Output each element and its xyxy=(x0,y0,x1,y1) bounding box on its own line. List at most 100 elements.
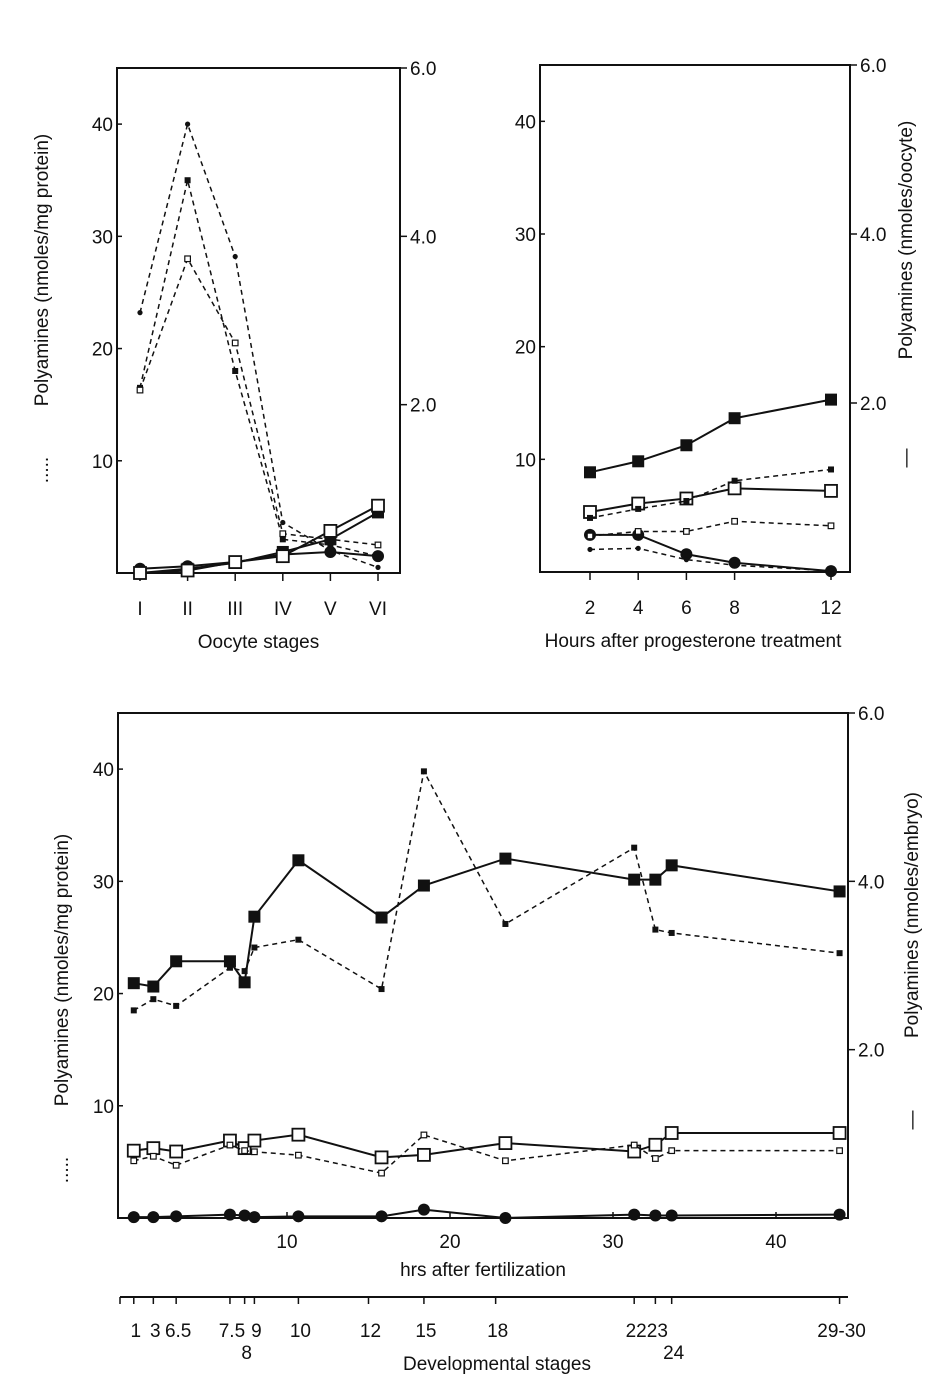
stage-tick-label: 8 xyxy=(241,1343,252,1364)
data-point xyxy=(652,926,659,933)
y-right-tick-label: 2.0 xyxy=(860,394,886,415)
data-point xyxy=(375,1210,388,1223)
y-right-tick-label: 6.0 xyxy=(860,56,886,77)
dotted-line-legend-symbol: ..... xyxy=(52,1157,73,1183)
series-line xyxy=(589,487,832,513)
data-point xyxy=(147,980,160,993)
data-point xyxy=(127,977,140,990)
y-right-tick-label: 4.0 xyxy=(858,872,884,893)
y-left-tick-label: 30 xyxy=(93,872,114,893)
x-tick-label: 12 xyxy=(820,598,841,619)
data-point xyxy=(668,1147,676,1155)
stage-tick-label: 18 xyxy=(487,1321,508,1342)
data-point xyxy=(238,976,251,989)
x-tick-label: 6 xyxy=(681,598,692,619)
y-left-tick-label: 40 xyxy=(515,112,536,133)
data-point xyxy=(375,564,381,570)
series-line xyxy=(139,256,379,546)
data-point xyxy=(828,568,834,574)
y-left-tick-label: 30 xyxy=(515,225,536,246)
data-point xyxy=(137,310,143,316)
data-point xyxy=(251,1148,258,1156)
y-right-tick-label: 4.0 xyxy=(410,227,436,248)
data-point xyxy=(651,1155,659,1162)
data-point xyxy=(824,483,838,498)
data-point xyxy=(280,519,286,526)
stage-tick-label: 10 xyxy=(290,1321,311,1342)
data-point xyxy=(169,1144,184,1159)
data-point xyxy=(499,1212,512,1224)
stage-tick-label: 3 xyxy=(150,1321,161,1342)
data-point xyxy=(631,844,638,851)
data-point xyxy=(635,545,641,551)
data-point xyxy=(232,253,238,260)
chart-panel-3: 10 20 30 40 2.0 4.0 6.0 10 20 30 40 hrs after ferti… xyxy=(52,704,923,1375)
data-point xyxy=(295,936,302,943)
series-line xyxy=(139,121,379,569)
data-point xyxy=(417,879,430,892)
x-tick-label: IV xyxy=(274,599,292,620)
data-point xyxy=(665,859,678,872)
dotted-line-legend-symbol: ..... xyxy=(32,457,53,483)
data-point xyxy=(231,339,239,347)
stage-tick-label: 12 xyxy=(360,1321,381,1342)
x-tick-label: 8 xyxy=(729,598,740,619)
x-tick-label: 10 xyxy=(276,1232,297,1253)
data-point xyxy=(731,517,738,525)
x-tick-label: 2 xyxy=(585,598,596,619)
data-point xyxy=(680,439,693,452)
data-point xyxy=(130,1007,137,1014)
data-point xyxy=(683,557,690,563)
data-point xyxy=(836,1147,843,1155)
solid-line-legend-symbol: — xyxy=(902,1111,923,1130)
data-point xyxy=(223,1208,236,1221)
data-point xyxy=(635,505,642,512)
data-point xyxy=(173,1002,180,1009)
data-point xyxy=(372,550,384,563)
data-point xyxy=(378,1169,385,1177)
data-point xyxy=(149,1152,157,1160)
series-line xyxy=(133,1134,840,1174)
data-point xyxy=(248,910,261,923)
data-point xyxy=(241,1147,249,1155)
y-right-axis-label: Polyamines (nmoles/oocyte) xyxy=(896,121,917,360)
data-point xyxy=(825,393,837,406)
x-tick-label: VI xyxy=(369,599,387,620)
data-point xyxy=(649,873,662,886)
data-point xyxy=(731,477,738,484)
data-point xyxy=(172,1161,180,1169)
data-point xyxy=(184,255,192,263)
data-point xyxy=(226,1141,234,1149)
data-point xyxy=(665,1209,678,1222)
y-right-tick-label: 2.0 xyxy=(410,396,436,417)
series-large-open-square-solid xyxy=(133,498,385,580)
series-large-open-square-solid xyxy=(583,481,838,519)
series-line xyxy=(139,511,379,574)
data-point xyxy=(680,548,693,561)
data-point xyxy=(323,524,338,538)
data-point xyxy=(374,1150,389,1165)
plot-frame xyxy=(539,64,851,573)
x-tick-label: II xyxy=(182,599,193,620)
data-point xyxy=(833,1208,846,1221)
data-point xyxy=(180,563,195,578)
series-line xyxy=(133,769,840,1012)
data-point xyxy=(586,532,594,540)
y-left-tick-label: 20 xyxy=(515,338,536,359)
stage-axis-label: Developmental stages xyxy=(403,1354,591,1375)
y-left-tick-label: 10 xyxy=(93,1097,114,1118)
data-point xyxy=(828,466,834,473)
data-point xyxy=(228,555,243,569)
data-point xyxy=(275,549,290,564)
stage-tick-label: 22 xyxy=(626,1321,647,1342)
data-point xyxy=(291,1127,306,1142)
series-line xyxy=(589,398,832,474)
series-line xyxy=(589,468,832,519)
series-small-open-square-dashed xyxy=(586,517,835,540)
y-right-tick-label: 2.0 xyxy=(858,1041,884,1062)
series-small-filled-circle-dashed xyxy=(587,545,834,574)
y-left-tick-label: 40 xyxy=(93,760,114,781)
data-point xyxy=(634,528,642,535)
y-left-tick-label: 10 xyxy=(515,450,536,471)
y-left-tick-label: 20 xyxy=(92,340,113,361)
